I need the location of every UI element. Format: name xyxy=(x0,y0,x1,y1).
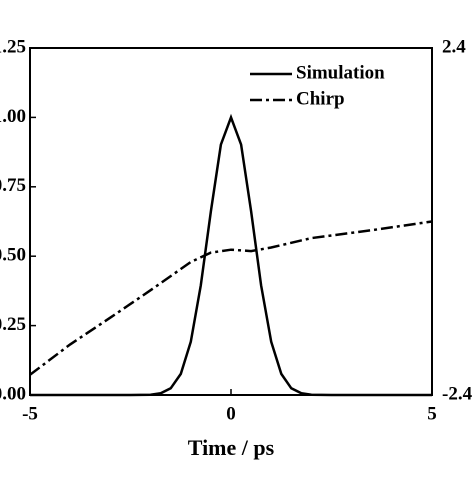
x-axis-label: Time / ps xyxy=(188,435,275,460)
x-tick-label: 5 xyxy=(427,403,437,424)
series-line xyxy=(30,113,432,397)
x-tick-label: 0 xyxy=(226,403,236,424)
legend-label: Simulation xyxy=(296,62,385,83)
y2-tick-label: -2.4 xyxy=(442,383,473,404)
y2-tick-label: 2.4 xyxy=(442,36,466,57)
x-tick-label: -5 xyxy=(22,403,38,424)
y-tick-label: 0.25 xyxy=(0,314,26,335)
plot-frame xyxy=(29,47,433,396)
y-tick-label: 0.50 xyxy=(0,245,26,266)
y-tick-label: 0.00 xyxy=(0,383,26,404)
y-tick-label: 1.25 xyxy=(0,36,26,57)
y-tick-label: 0.75 xyxy=(0,175,26,196)
legend-label: Chirp xyxy=(296,88,345,109)
y-tick-label: 1.00 xyxy=(0,106,26,127)
series-line xyxy=(29,220,433,376)
